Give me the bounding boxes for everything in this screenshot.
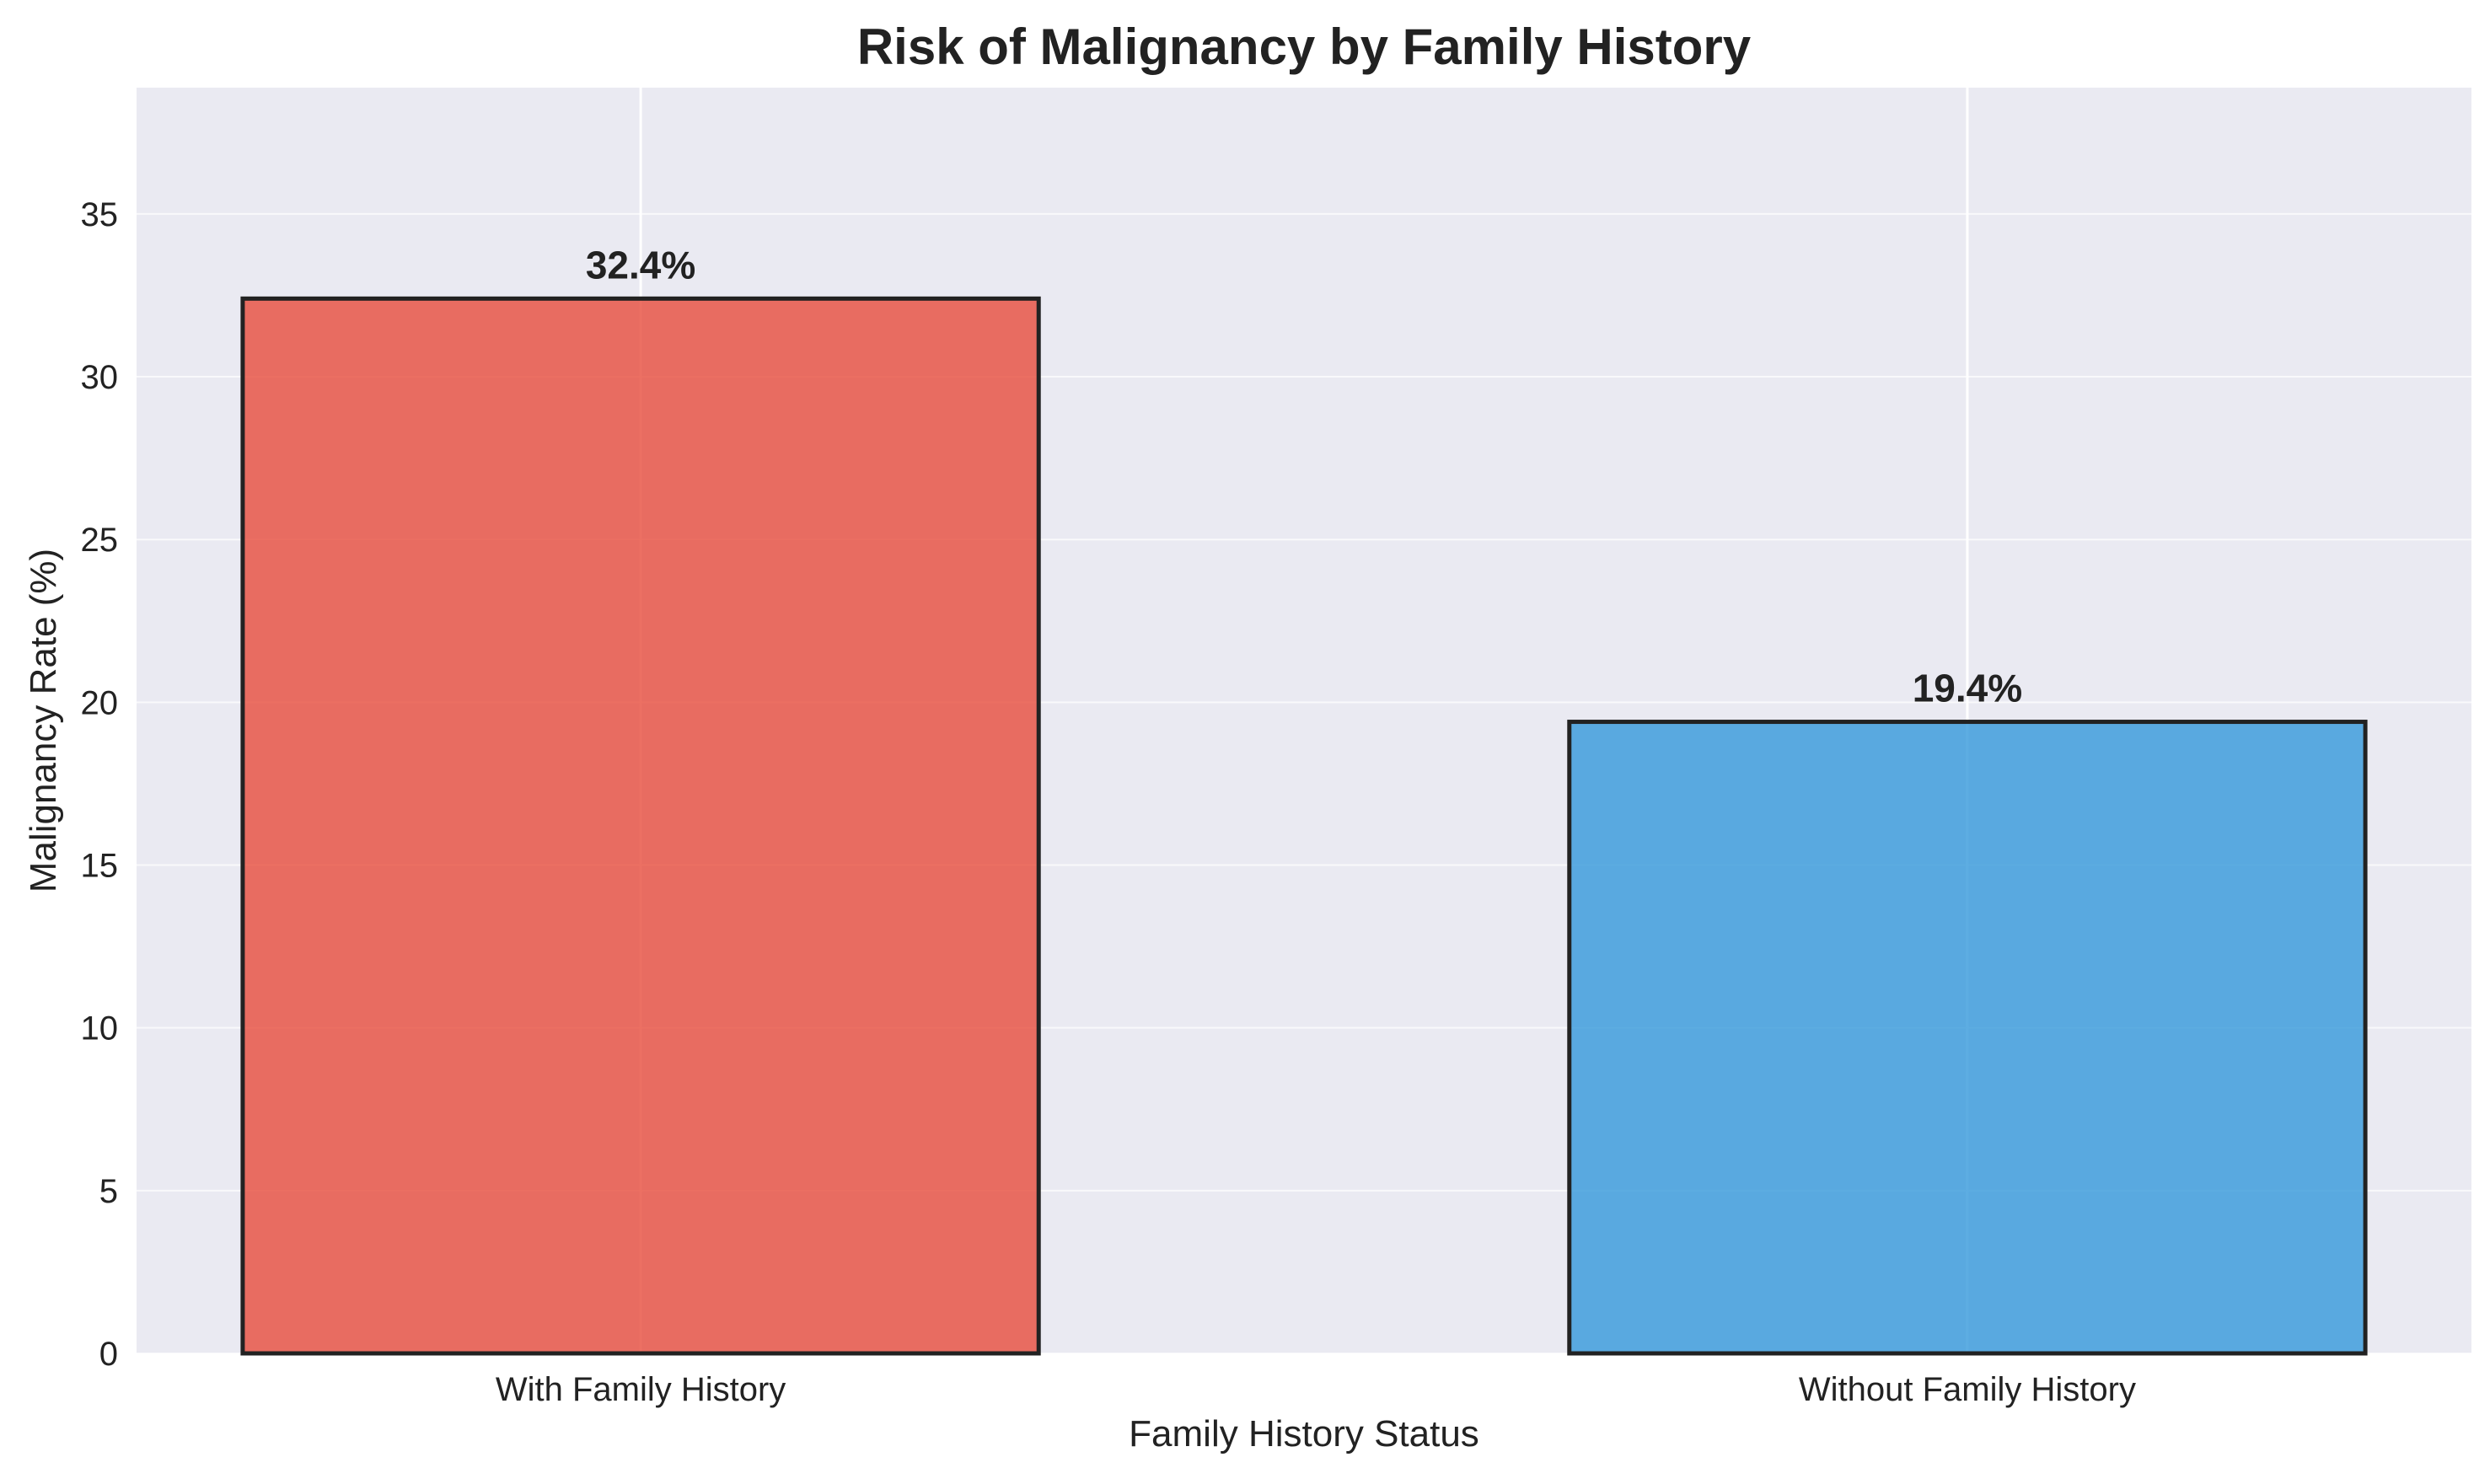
y-tick-label: 25: [81, 522, 119, 559]
y-tick-label: 30: [81, 359, 119, 396]
x-tick-label: With Family History: [496, 1371, 786, 1408]
bar-1: [240, 296, 1041, 1356]
y-tick-label: 15: [81, 848, 119, 885]
data-label-2: 19.4%: [1913, 667, 2022, 710]
y-tick-label: 35: [81, 196, 119, 233]
data-labels: 32.4% 19.4%: [586, 243, 2022, 710]
bar-2: [1567, 720, 2368, 1356]
bars: [240, 296, 2368, 1356]
y-axis-label: Malignancy Rate (%): [23, 549, 64, 892]
chart-title: Risk of Malignancy by Family History: [857, 19, 1752, 75]
x-axis-label: Family History Status: [1129, 1413, 1479, 1455]
data-label-1: 32.4%: [586, 243, 695, 287]
axis-ticks: 0 5 10 15 20 25 30 35 With Family History Without…: [81, 196, 2136, 1408]
y-tick-label: 5: [99, 1173, 118, 1210]
y-tick-label: 0: [99, 1336, 118, 1373]
y-tick-label: 10: [81, 1010, 119, 1047]
y-tick-label: 20: [81, 684, 119, 721]
x-tick-label: Without Family History: [1799, 1371, 2136, 1408]
